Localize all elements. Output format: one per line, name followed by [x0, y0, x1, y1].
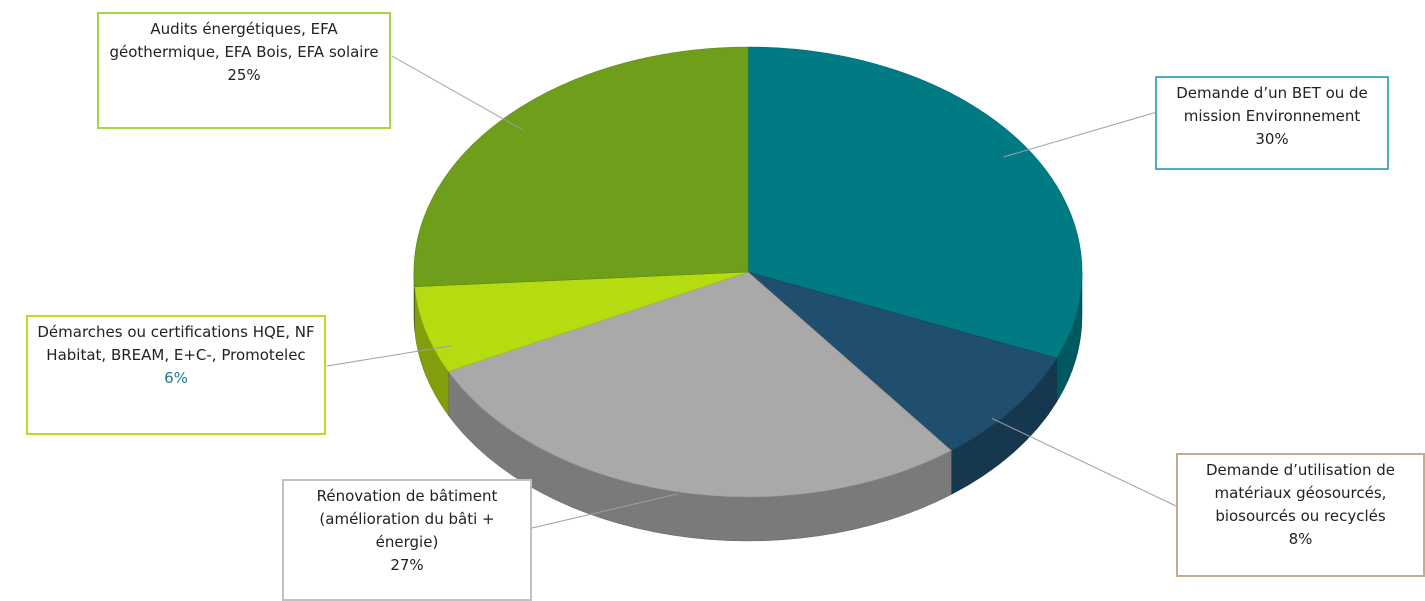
slice-audits-leader-line — [391, 55, 524, 131]
data-label-renovation: Rénovation de bâtiment (amélioration du … — [282, 479, 532, 601]
slice-demarches-leader-line — [326, 345, 452, 367]
data-label-demarches-text: Démarches ou certifications HQE, NF Habi… — [37, 323, 315, 364]
slice-audits — [413, 46, 749, 288]
pie-sides — [413, 271, 1083, 542]
slice-materiaux — [747, 271, 1058, 451]
data-label-audits: Audits énergétiques, EFA géothermique, E… — [97, 12, 391, 129]
data-label-demarches: Démarches ou certifications HQE, NF Habi… — [26, 315, 326, 435]
pie-top — [413, 46, 1083, 498]
data-label-bet-value: 30% — [1255, 130, 1289, 148]
data-label-renovation-value: 27% — [390, 556, 424, 574]
slice-demarches — [414, 271, 749, 372]
data-label-demarches-value: 6% — [164, 369, 188, 387]
data-label-audits-value: 25% — [227, 66, 261, 84]
slice-renovation — [447, 271, 952, 498]
leader-lines — [326, 55, 1177, 529]
data-label-materiaux-text: Demande d’utilisation de matériaux géoso… — [1205, 461, 1396, 525]
data-label-bet-text: Demande d’un BET ou de mission Environne… — [1176, 84, 1368, 125]
data-label-materiaux-value: 8% — [1288, 530, 1313, 548]
slice-materiaux-leader-line — [991, 417, 1177, 507]
slice-renovation-leader-line — [531, 493, 679, 529]
data-label-renovation-text: Rénovation de bâtiment (amélioration du … — [316, 487, 498, 551]
data-label-bet: Demande d’un BET ou de mission Environne… — [1155, 76, 1389, 170]
data-label-materiaux: Demande d’utilisation de matériaux géoso… — [1176, 453, 1425, 577]
data-label-audits-text: Audits énergétiques, EFA géothermique, E… — [109, 20, 379, 61]
slice-bet — [747, 46, 1083, 359]
slice-bet-leader-line — [1003, 111, 1158, 158]
